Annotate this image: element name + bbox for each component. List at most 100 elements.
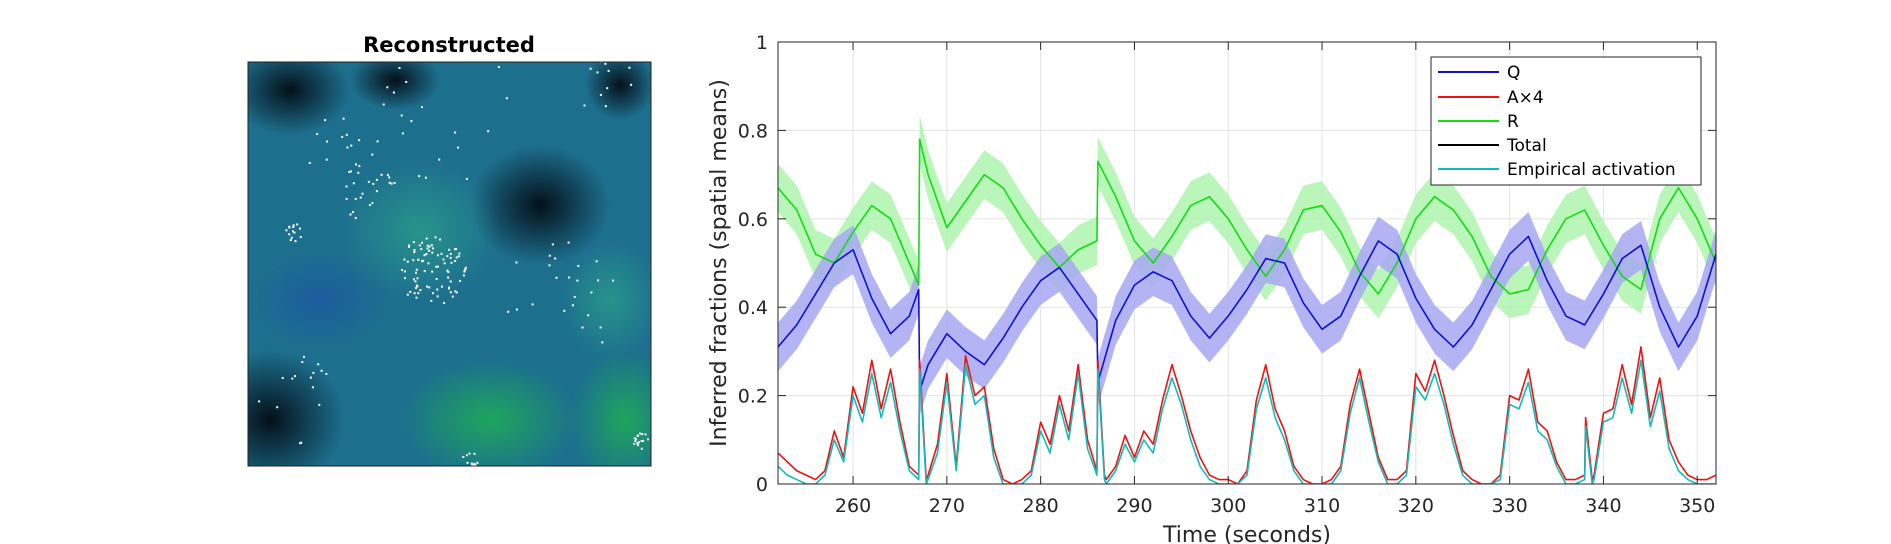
spike-dot — [630, 83, 633, 86]
spike-dot — [455, 291, 458, 294]
spike-dot — [301, 361, 304, 363]
spike-dot — [422, 259, 425, 262]
spike-dot — [408, 245, 410, 248]
spike-dot — [358, 139, 361, 142]
spike-dot — [450, 261, 453, 264]
spike-dot — [571, 304, 574, 307]
spike-dot — [403, 270, 406, 273]
x-tick-label: 300 — [1210, 495, 1246, 517]
spike-dot — [311, 386, 314, 389]
spike-dot — [405, 81, 408, 83]
spike-dot — [432, 247, 435, 250]
spike-dot — [590, 291, 593, 294]
spike-dot — [345, 133, 348, 136]
spike-dot — [449, 256, 452, 259]
x-tick-label: 320 — [1398, 495, 1434, 517]
spike-dot — [403, 258, 406, 261]
spike-dot — [292, 226, 295, 228]
spike-dot — [292, 230, 294, 233]
spike-dot — [439, 238, 442, 241]
spike-dot — [637, 441, 640, 444]
spike-dot — [440, 252, 443, 255]
y-axis-label: Inferred fractions (spatial means) — [707, 79, 732, 447]
spike-dot — [597, 279, 600, 282]
spike-dot — [412, 278, 415, 281]
spike-dot — [447, 276, 450, 279]
spike-dot — [413, 251, 416, 254]
spike-dot — [296, 223, 299, 226]
spike-dot — [308, 162, 311, 164]
spike-dot — [469, 470, 471, 472]
spike-dot — [633, 437, 636, 440]
spike-dot — [299, 227, 301, 230]
spike-dot — [464, 268, 467, 271]
spike-dot — [515, 308, 518, 311]
spike-dot — [637, 444, 640, 447]
spike-dot — [436, 295, 439, 298]
spike-dot — [345, 185, 348, 188]
spike-dot — [424, 176, 427, 179]
spike-dot — [354, 198, 357, 200]
legend-label-total: Total — [1506, 136, 1547, 156]
spike-dot — [325, 373, 328, 375]
spike-dot — [555, 276, 558, 279]
spike-dot — [497, 66, 500, 68]
spike-dot — [471, 464, 474, 466]
x-tick-label: 290 — [1116, 495, 1152, 517]
spike-dot — [454, 290, 457, 293]
r-confidence-band — [778, 114, 1716, 319]
spike-dot — [563, 309, 566, 312]
spike-dot — [281, 377, 284, 379]
spike-dot — [434, 236, 437, 239]
spike-dot — [324, 119, 327, 122]
spike-dot — [426, 247, 429, 250]
spike-dot — [401, 269, 403, 272]
spike-dot — [380, 173, 383, 176]
spike-dot — [606, 87, 609, 90]
spike-dot — [576, 279, 579, 282]
spike-dot — [633, 442, 636, 445]
spike-dot — [551, 243, 554, 246]
spike-dot — [372, 182, 375, 185]
spike-dot — [448, 286, 450, 289]
spike-dot — [567, 241, 570, 244]
spike-dot — [431, 251, 434, 254]
spike-dot — [474, 463, 477, 466]
spike-dot — [601, 341, 604, 344]
spike-dot — [346, 146, 349, 149]
spike-dot — [359, 196, 362, 199]
spike-dot — [428, 286, 431, 289]
spike-dot — [432, 292, 435, 295]
fractions-chart: 260 270 280 290 300 310 320 330 340 350 0 0.2 0.4 0.6… — [707, 32, 1717, 544]
spike-dot — [590, 42, 592, 44]
spike-dot — [352, 211, 354, 214]
spike-dot — [291, 377, 294, 380]
spike-dot — [581, 326, 584, 329]
spike-dot — [342, 117, 345, 120]
spike-dot — [570, 56, 572, 58]
spike-dot — [421, 260, 423, 263]
spike-dot — [382, 103, 385, 106]
spike-dot — [466, 461, 469, 464]
spike-dot — [642, 439, 645, 442]
spike-dot — [446, 269, 449, 272]
spike-dot — [473, 452, 476, 455]
spike-dot — [505, 97, 508, 100]
y-tick-label: 0.8 — [738, 120, 768, 142]
spike-dot — [415, 268, 418, 271]
spike-dot — [371, 153, 374, 156]
spike-dot — [406, 260, 409, 263]
spike-dot — [449, 252, 452, 255]
spike-dot — [640, 440, 643, 442]
spike-dot — [647, 438, 649, 441]
spike-dot — [628, 66, 631, 69]
spike-dot — [423, 270, 426, 273]
spike-dot — [318, 403, 321, 406]
spike-dot — [341, 135, 344, 138]
x-tick-label: 280 — [1023, 495, 1059, 517]
x-axis-label: Time (seconds) — [1162, 523, 1331, 544]
spike-dot — [417, 292, 420, 295]
spike-dot — [604, 105, 607, 108]
spike-dot — [388, 181, 391, 184]
